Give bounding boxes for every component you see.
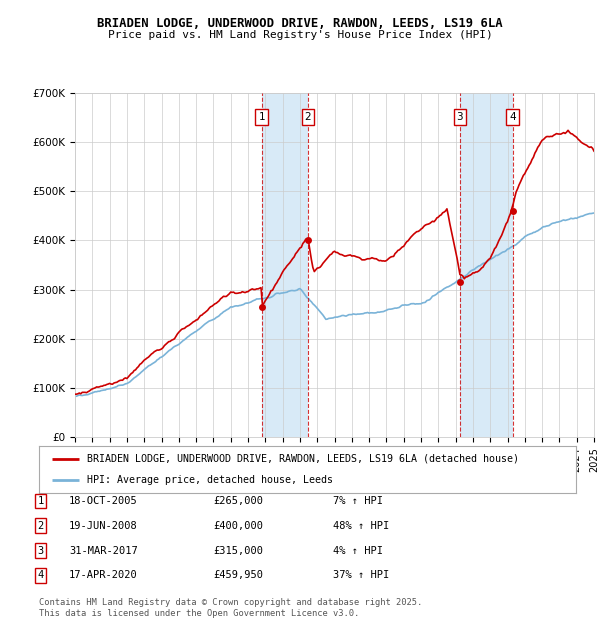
Text: Contains HM Land Registry data © Crown copyright and database right 2025.
This d: Contains HM Land Registry data © Crown c… [39,598,422,618]
Text: £315,000: £315,000 [213,546,263,556]
Text: BRIADEN LODGE, UNDERWOOD DRIVE, RAWDON, LEEDS, LS19 6LA (detached house): BRIADEN LODGE, UNDERWOOD DRIVE, RAWDON, … [88,454,520,464]
Text: 7% ↑ HPI: 7% ↑ HPI [333,496,383,506]
Text: 48% ↑ HPI: 48% ↑ HPI [333,521,389,531]
Text: 2: 2 [38,521,44,531]
Text: Price paid vs. HM Land Registry's House Price Index (HPI): Price paid vs. HM Land Registry's House … [107,30,493,40]
Text: £400,000: £400,000 [213,521,263,531]
Text: 19-JUN-2008: 19-JUN-2008 [69,521,138,531]
Text: 4% ↑ HPI: 4% ↑ HPI [333,546,383,556]
Text: 3: 3 [38,546,44,556]
Text: 1: 1 [38,496,44,506]
Text: 3: 3 [457,112,463,122]
Text: HPI: Average price, detached house, Leeds: HPI: Average price, detached house, Leed… [88,476,334,485]
Text: £459,950: £459,950 [213,570,263,580]
Text: 4: 4 [38,570,44,580]
Text: £265,000: £265,000 [213,496,263,506]
Bar [262,93,308,437]
Bar [460,93,512,437]
Text: 2: 2 [305,112,311,122]
Text: 18-OCT-2005: 18-OCT-2005 [69,496,138,506]
Text: 4: 4 [509,112,516,122]
Text: 37% ↑ HPI: 37% ↑ HPI [333,570,389,580]
Text: BRIADEN LODGE, UNDERWOOD DRIVE, RAWDON, LEEDS, LS19 6LA: BRIADEN LODGE, UNDERWOOD DRIVE, RAWDON, … [97,17,503,30]
Text: 1: 1 [259,112,265,122]
Text: 31-MAR-2017: 31-MAR-2017 [69,546,138,556]
Text: 17-APR-2020: 17-APR-2020 [69,570,138,580]
